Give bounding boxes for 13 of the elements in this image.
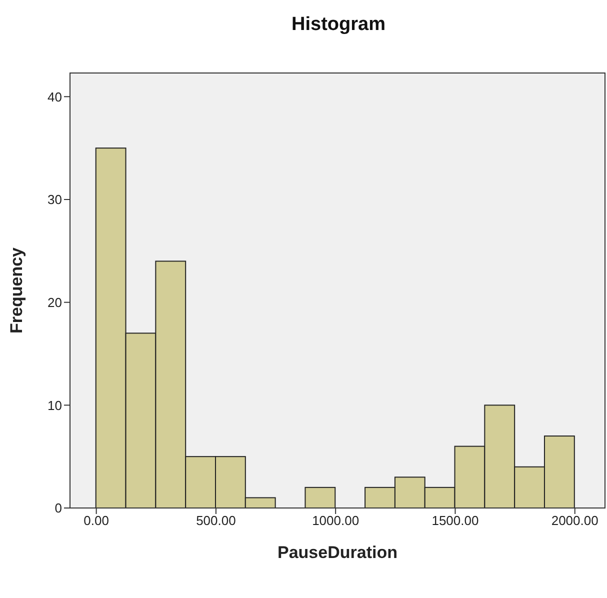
- x-tick-label: 2000.00: [551, 513, 598, 528]
- y-tick-label: 0: [54, 500, 62, 516]
- chart-title: Histogram: [290, 14, 386, 36]
- y-tick-label: 10: [48, 398, 62, 413]
- x-axis-title: PauseDuration: [278, 543, 398, 562]
- x-tick-label: 1500.00: [432, 513, 479, 528]
- x-tick-label: 500.00: [196, 513, 236, 528]
- x-tick-label: 0.00: [84, 513, 109, 528]
- y-axis-title: Frequency: [7, 246, 26, 334]
- x-tick-label: 1000.00: [312, 513, 360, 528]
- y-tick-label: 20: [48, 294, 62, 310]
- y-tick-label: 40: [48, 89, 62, 104]
- y-tick-label: 30: [48, 192, 62, 208]
